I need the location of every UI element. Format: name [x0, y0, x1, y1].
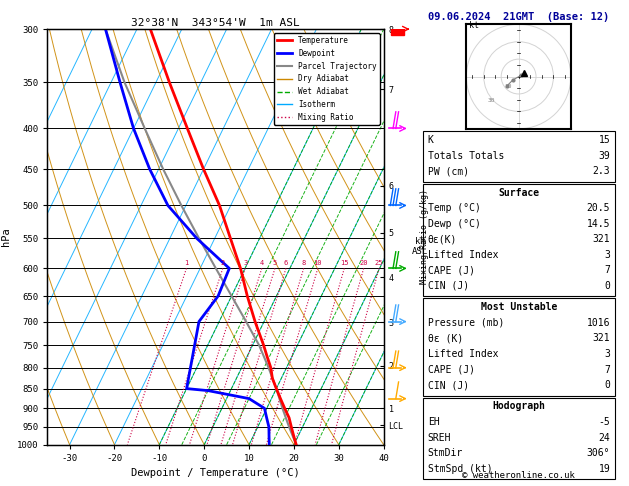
- Text: 3: 3: [604, 349, 610, 359]
- Text: EH: EH: [428, 417, 440, 427]
- Text: 321: 321: [593, 333, 610, 344]
- Text: kt: kt: [469, 21, 479, 30]
- Text: CAPE (J): CAPE (J): [428, 364, 475, 375]
- Text: 5: 5: [273, 260, 277, 266]
- Text: θε (K): θε (K): [428, 333, 463, 344]
- Title: 32°38'N  343°54'W  1m ASL: 32°38'N 343°54'W 1m ASL: [131, 18, 300, 28]
- Text: 39: 39: [598, 151, 610, 161]
- Text: Lifted Index: Lifted Index: [428, 250, 498, 260]
- Text: 4: 4: [260, 260, 264, 266]
- Text: © weatheronline.co.uk: © weatheronline.co.uk: [462, 471, 576, 480]
- Text: SREH: SREH: [428, 433, 451, 443]
- Text: 306°: 306°: [587, 448, 610, 458]
- Text: 30: 30: [487, 98, 495, 103]
- Y-axis label: hPa: hPa: [1, 227, 11, 246]
- Text: CIN (J): CIN (J): [428, 380, 469, 390]
- Text: θε(K): θε(K): [428, 234, 457, 244]
- Text: 8: 8: [301, 260, 306, 266]
- Text: 7: 7: [604, 364, 610, 375]
- Text: Dewp (°C): Dewp (°C): [428, 219, 481, 229]
- Text: 10: 10: [504, 84, 512, 89]
- Text: 10: 10: [313, 260, 322, 266]
- Text: Most Unstable: Most Unstable: [481, 302, 557, 312]
- Text: 24: 24: [598, 433, 610, 443]
- Y-axis label: km
ASL: km ASL: [412, 237, 428, 256]
- Text: 2.3: 2.3: [593, 166, 610, 176]
- Text: 1016: 1016: [587, 318, 610, 328]
- Text: 3: 3: [243, 260, 247, 266]
- Text: 20: 20: [359, 260, 368, 266]
- Text: StmSpd (kt): StmSpd (kt): [428, 464, 493, 474]
- Text: Totals Totals: Totals Totals: [428, 151, 504, 161]
- Text: 25: 25: [375, 260, 383, 266]
- Text: Pressure (mb): Pressure (mb): [428, 318, 504, 328]
- Polygon shape: [391, 23, 404, 35]
- Text: 0: 0: [604, 380, 610, 390]
- Text: 321: 321: [593, 234, 610, 244]
- Text: -5: -5: [598, 417, 610, 427]
- Text: Temp (°C): Temp (°C): [428, 203, 481, 213]
- Text: 6: 6: [284, 260, 288, 266]
- Text: Surface: Surface: [498, 188, 540, 198]
- Text: 14.5: 14.5: [587, 219, 610, 229]
- X-axis label: Dewpoint / Temperature (°C): Dewpoint / Temperature (°C): [131, 469, 300, 478]
- Text: K: K: [428, 135, 433, 145]
- Text: 0: 0: [604, 281, 610, 291]
- Text: Hodograph: Hodograph: [493, 401, 545, 412]
- Legend: Temperature, Dewpoint, Parcel Trajectory, Dry Adiabat, Wet Adiabat, Isotherm, Mi: Temperature, Dewpoint, Parcel Trajectory…: [274, 33, 380, 125]
- Text: Mixing Ratio (g/kg): Mixing Ratio (g/kg): [420, 190, 428, 284]
- Text: Lifted Index: Lifted Index: [428, 349, 498, 359]
- Text: StmDir: StmDir: [428, 448, 463, 458]
- Text: 1: 1: [184, 260, 189, 266]
- Text: 7: 7: [604, 265, 610, 276]
- Text: 2: 2: [221, 260, 225, 266]
- Text: 19: 19: [598, 464, 610, 474]
- Text: 20.5: 20.5: [587, 203, 610, 213]
- Text: 09.06.2024  21GMT  (Base: 12): 09.06.2024 21GMT (Base: 12): [428, 12, 610, 22]
- Text: 15: 15: [340, 260, 348, 266]
- Text: PW (cm): PW (cm): [428, 166, 469, 176]
- Text: CIN (J): CIN (J): [428, 281, 469, 291]
- Text: 3: 3: [604, 250, 610, 260]
- Text: 15: 15: [598, 135, 610, 145]
- Text: CAPE (J): CAPE (J): [428, 265, 475, 276]
